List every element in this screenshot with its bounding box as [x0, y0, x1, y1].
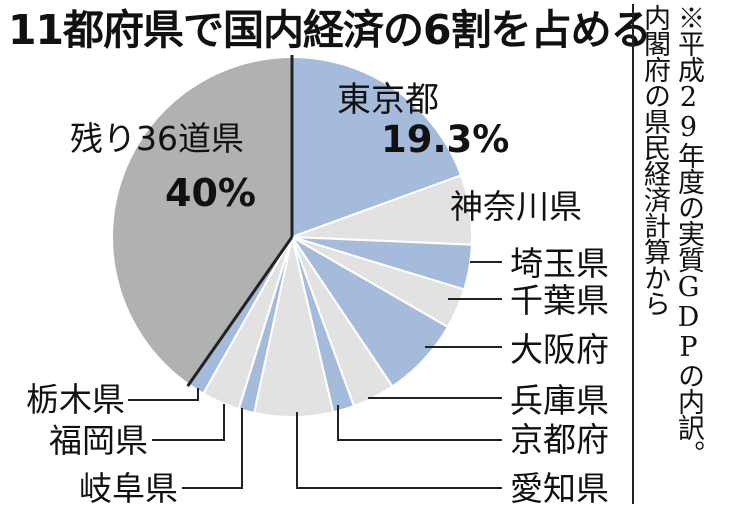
leader-line — [337, 405, 502, 441]
slice-label: 埼玉県 — [510, 244, 609, 283]
slice-label: 栃木県 — [26, 380, 125, 419]
slice-value-label: 19.3% — [381, 118, 509, 161]
slice-label: 岐阜県 — [79, 469, 178, 508]
slice-label: 千葉県 — [510, 281, 609, 320]
slice-label: 神奈川県 — [450, 187, 582, 226]
footnote-line-2: 内閣府の県民経済計算から — [639, 4, 670, 316]
slice-label: 福岡県 — [49, 421, 148, 460]
slice-label: 京都府 — [510, 420, 609, 459]
leader-lines — [128, 55, 502, 489]
pie-slice — [291, 55, 463, 239]
chart-title: 11都府県で国内経済の6割を占める — [8, 6, 652, 54]
slice-label: 兵庫県 — [510, 381, 609, 420]
leader-line — [152, 404, 225, 441]
note-divider — [632, 4, 634, 504]
slice-label: 残り36道県 — [70, 119, 244, 158]
pie-slice — [111, 55, 293, 386]
footnote-line-1: ※平成29年度の実質GDPの内訳。 — [673, 4, 704, 466]
leader-line — [128, 388, 199, 401]
leader-line — [182, 408, 243, 489]
leader-line — [296, 412, 502, 489]
slice-label: 東京都 — [337, 80, 439, 120]
pie-slices — [111, 55, 473, 418]
slice-label: 大阪府 — [510, 330, 609, 369]
slice-value-label: 40% — [165, 171, 256, 215]
slice-label: 愛知県 — [510, 469, 609, 508]
boundary-line — [186, 236, 294, 387]
